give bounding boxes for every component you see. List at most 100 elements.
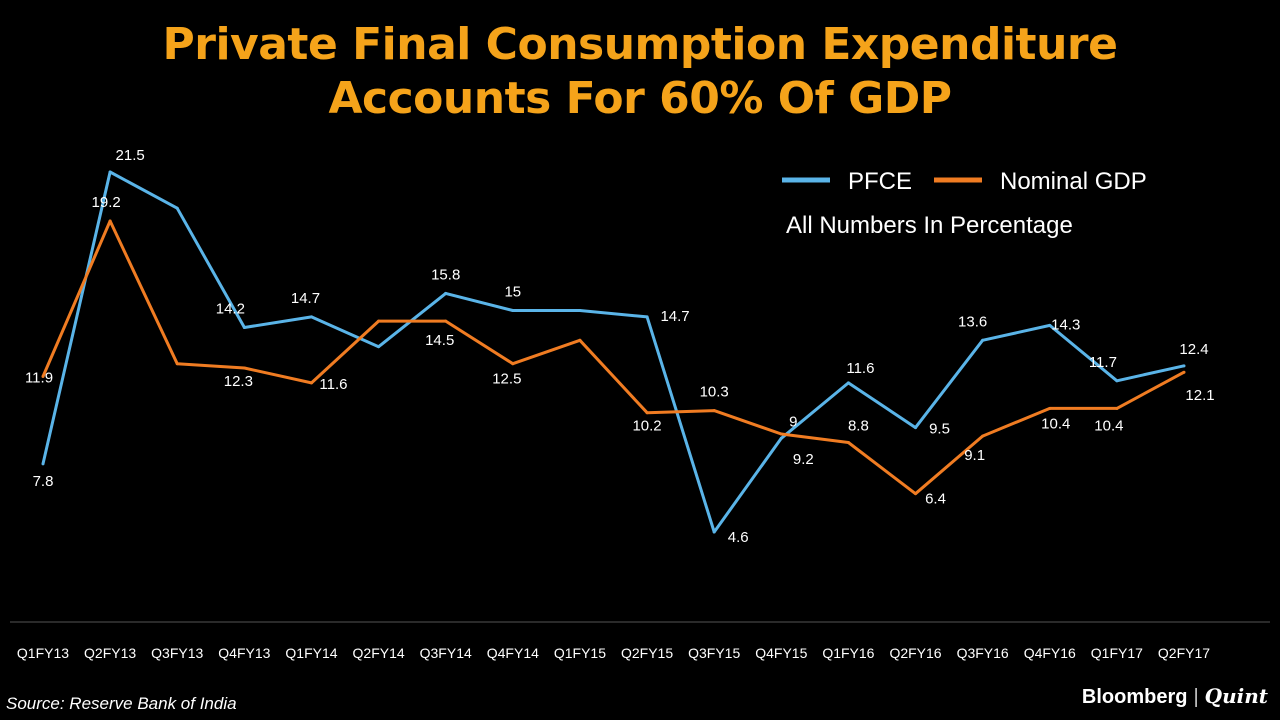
x-tick-label: Q1FY13 <box>17 645 69 661</box>
chart-title: Private Final Consumption Expenditure Ac… <box>0 18 1280 126</box>
data-label-nominal-gdp-1: 19.2 <box>92 194 121 211</box>
data-label-pfce-11: 9 <box>789 413 797 430</box>
data-label-pfce-16: 11.7 <box>1089 354 1117 371</box>
data-point-pfce-15 <box>1048 323 1052 327</box>
x-tick-label: Q2FY17 <box>1158 645 1210 661</box>
data-label-pfce-12: 11.6 <box>846 360 874 377</box>
data-label-nominal-gdp-13: 6.4 <box>925 491 946 508</box>
x-tick-label: Q2FY14 <box>353 645 405 661</box>
data-point-pfce-2 <box>175 206 179 210</box>
data-point-pfce-12 <box>846 381 850 385</box>
data-label-pfce-14: 13.6 <box>958 313 987 330</box>
data-point-nominal-gdp-1 <box>108 219 112 223</box>
data-point-nominal-gdp-17 <box>1182 370 1186 374</box>
legend-label-pfce: PFCE <box>848 168 912 195</box>
x-tick-label: Q2FY13 <box>84 645 136 661</box>
data-label-nominal-gdp-17: 12.1 <box>1185 387 1214 404</box>
data-label-pfce-17: 12.4 <box>1179 341 1208 358</box>
x-tick-label: Q1FY16 <box>822 645 874 661</box>
x-tick-label: Q4FY16 <box>1024 645 1076 661</box>
data-point-nominal-gdp-11 <box>779 432 783 436</box>
data-point-pfce-13 <box>914 426 918 430</box>
data-label-nominal-gdp-12: 8.8 <box>848 418 869 435</box>
data-point-nominal-gdp-15 <box>1048 406 1052 410</box>
x-axis-ticks: Q1FY13 Q2FY13 Q3FY13 Q4FY13 Q1FY14 Q2FY14 Q3FY… <box>17 645 1210 661</box>
x-tick-label: Q1FY14 <box>285 645 337 661</box>
source-note: Source: Reserve Bank of India <box>6 694 237 713</box>
data-point-pfce-7 <box>511 308 515 312</box>
data-point-nominal-gdp-3 <box>242 366 246 370</box>
series-lines <box>41 170 1186 534</box>
data-label-nominal-gdp-15: 10.4 <box>1041 415 1070 432</box>
data-point-nominal-gdp-2 <box>175 362 179 366</box>
brand-bloomberg: Bloomberg <box>1081 686 1188 708</box>
data-point-pfce-14 <box>981 338 985 342</box>
legend-label-nominal-gdp: Nominal GDP <box>1000 168 1147 195</box>
data-label-pfce-1: 21.5 <box>116 147 145 164</box>
data-point-pfce-11 <box>779 436 783 440</box>
data-point-pfce-10 <box>712 530 716 534</box>
data-point-nominal-gdp-14 <box>981 434 985 438</box>
data-point-nominal-gdp-12 <box>846 441 850 445</box>
data-point-nominal-gdp-16 <box>1115 406 1119 410</box>
data-label-pfce-3: 14.2 <box>216 301 245 318</box>
data-label-nominal-gdp-3: 12.3 <box>224 373 253 390</box>
data-point-nominal-gdp-9 <box>645 411 649 415</box>
data-label-nominal-gdp-7: 12.5 <box>492 371 521 388</box>
data-label-pfce-0: 7.8 <box>33 473 54 490</box>
data-point-nominal-gdp-6 <box>444 319 448 323</box>
data-label-nominal-gdp-9: 10.2 <box>632 418 661 435</box>
data-point-nominal-gdp-4 <box>309 381 313 385</box>
data-label-nominal-gdp-14: 9.1 <box>964 447 985 464</box>
data-point-nominal-gdp-7 <box>511 362 515 366</box>
data-point-pfce-3 <box>242 326 246 330</box>
data-point-pfce-6 <box>444 291 448 295</box>
data-point-pfce-4 <box>309 315 313 319</box>
series-line-pfce <box>41 170 1185 534</box>
data-point-nominal-gdp-5 <box>377 319 381 323</box>
data-label-pfce-7: 15 <box>504 283 521 300</box>
x-tick-label: Q4FY15 <box>755 645 807 661</box>
data-point-pfce-5 <box>377 345 381 349</box>
x-tick-label: Q4FY13 <box>218 645 270 661</box>
data-label-nominal-gdp-6: 14.5 <box>425 332 454 349</box>
data-point-nominal-gdp-13 <box>914 492 918 496</box>
data-point-pfce-1 <box>108 170 112 174</box>
x-tick-label: Q4FY14 <box>487 645 539 661</box>
chart-title-line1: Private Final Consumption Expenditure <box>162 19 1118 70</box>
brand-separator: | <box>1193 686 1199 708</box>
x-tick-label: Q3FY13 <box>151 645 203 661</box>
data-label-nominal-gdp-11: 9.2 <box>793 451 814 468</box>
data-point-pfce-16 <box>1115 379 1119 383</box>
chart-title-line2: Accounts For 60% Of GDP <box>328 73 952 124</box>
x-tick-label: Q2FY15 <box>621 645 673 661</box>
x-tick-label: Q3FY15 <box>688 645 740 661</box>
legend: PFCE Nominal GDP All Numbers In Percenta… <box>782 168 1147 239</box>
data-labels: 7.8 21.5 14.2 14.7 15.8 15 14.7 4.6 9 11.6 9.5 13.6… <box>25 147 1215 546</box>
data-point-pfce-0 <box>41 462 45 466</box>
data-label-pfce-10: 4.6 <box>728 529 749 546</box>
data-point-pfce-17 <box>1182 364 1186 368</box>
data-label-nominal-gdp-4: 11.6 <box>319 376 347 393</box>
x-tick-label: Q1FY17 <box>1091 645 1143 661</box>
data-label-pfce-15: 14.3 <box>1051 316 1080 333</box>
data-point-nominal-gdp-10 <box>712 409 716 413</box>
units-note: All Numbers In Percentage <box>786 212 1073 239</box>
data-label-pfce-9: 14.7 <box>660 308 689 325</box>
data-label-nominal-gdp-16: 10.4 <box>1094 417 1123 434</box>
data-point-nominal-gdp-8 <box>578 338 582 342</box>
data-label-nominal-gdp-0: 11.9 <box>25 369 53 386</box>
x-tick-label: Q1FY15 <box>554 645 606 661</box>
data-label-nominal-gdp-10: 10.3 <box>700 384 729 401</box>
series-line-nominal-gdp <box>41 219 1185 496</box>
brand-quint: Quint <box>1204 684 1268 708</box>
data-point-pfce-8 <box>578 308 582 312</box>
x-tick-label: Q2FY16 <box>889 645 941 661</box>
data-label-pfce-6: 15.8 <box>431 266 460 283</box>
x-tick-label: Q3FY16 <box>957 645 1009 661</box>
x-tick-label: Q3FY14 <box>420 645 472 661</box>
data-point-nominal-gdp-0 <box>41 374 45 378</box>
data-label-pfce-4: 14.7 <box>291 290 320 307</box>
brand-logo: Bloomberg | Quint <box>1082 684 1268 709</box>
